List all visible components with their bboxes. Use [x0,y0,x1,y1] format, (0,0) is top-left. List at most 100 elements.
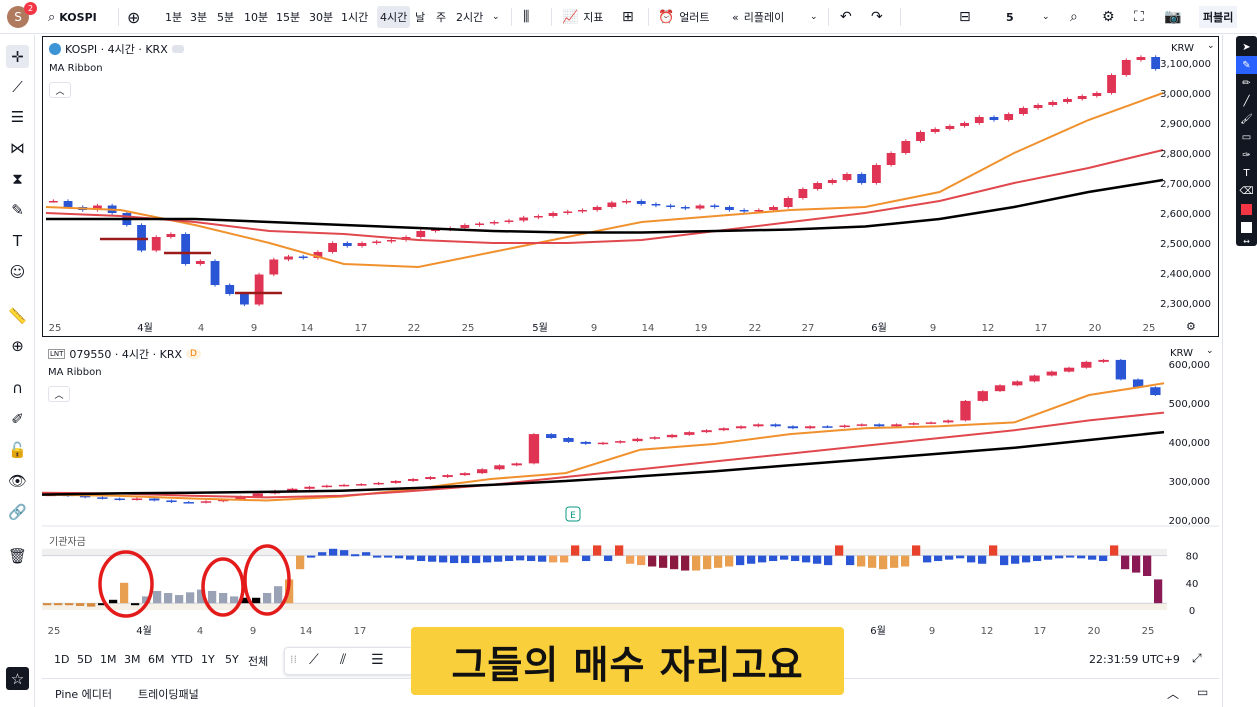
trash-icon[interactable]: 🗑 [6,544,29,567]
expand-icon[interactable]: ↔ [1236,236,1257,246]
kospi-candle [505,221,514,223]
crosshair-icon[interactable]: ✛ [6,45,29,68]
layout-icon[interactable]: ⊟ [959,0,971,34]
interval-7[interactable]: 4시간 [377,6,410,28]
redo-icon[interactable]: ↷ [871,0,883,34]
fib-tool-icon[interactable]: ☰ [371,652,384,668]
layout-count[interactable]: 5 [1006,0,1014,34]
text-icon[interactable]: T [1236,164,1257,182]
rect-icon[interactable]: ▭ [1236,128,1257,146]
quick-search-icon[interactable]: ⌕ [1070,0,1078,34]
oscillator-title: 기관자금 [49,533,86,548]
kospi-candle [460,225,469,228]
kospi-chart-pane[interactable]: 3,100,000 3,000,000 2,900,000 2,800,000 2,70… [42,36,1219,337]
kospi-candle [1122,60,1131,75]
footer-tab-1[interactable]: 트레이딩패널 [138,686,199,702]
range-0[interactable]: 1D [54,653,69,666]
lock-draw-icon[interactable]: ✐ [6,407,29,430]
chevron-down-icon[interactable]: ⌄ [1207,41,1215,51]
range-5[interactable]: YTD [171,653,193,666]
fib-icon[interactable]: ☰ [6,105,29,128]
interval-5[interactable]: 30분 [309,0,333,34]
pane1-x-tick: 9 [251,323,257,334]
chevron-up-icon[interactable]: ︿ [1167,685,1179,702]
interval-0[interactable]: 1분 [165,0,182,34]
interval-2[interactable]: 5분 [217,0,234,34]
collapse-chevron-icon[interactable]: ︿ [49,82,71,98]
stock-candle [978,391,988,401]
range-4[interactable]: 6M [148,653,165,666]
brush-icon[interactable]: ✎ [6,198,29,221]
range-7[interactable]: 5Y [225,653,239,666]
range-8[interactable]: 전체 [248,653,268,669]
pane2-x-tick: 25 [1142,626,1155,637]
stock-chart-pane[interactable]: 600,000 500,000 400,000 300,000 200,000 E 80 40… [42,342,1219,644]
pane1-currency[interactable]: KRW [1171,43,1194,54]
star-icon[interactable]: ☆ [6,667,29,690]
stock-candle [736,426,746,428]
color-white-icon[interactable] [1236,218,1257,236]
interval-10[interactable]: 2시간 [456,0,483,34]
undo-icon[interactable]: ↶ [840,0,852,34]
eraser-icon[interactable]: ⌫ [1236,182,1257,200]
text-icon[interactable]: T [6,229,29,252]
trend-line-icon[interactable]: ⟋ [6,75,29,98]
range-6[interactable]: 1Y [201,653,215,666]
chevron-down-icon[interactable]: ⌄ [1042,0,1050,34]
link-icon[interactable]: 🔗 [6,500,29,523]
drag-handle-icon[interactable]: ⁞⁞ [290,653,297,666]
alerts-button[interactable]: ⏰ 얼러트 [658,0,710,34]
collapse-chevron-icon[interactable]: ︿ [48,386,70,402]
osc-bar [967,556,975,563]
panel-toggle-icon[interactable]: ▭ [1197,685,1208,699]
stock-candle [149,499,159,501]
interval-6[interactable]: 1시간 [341,0,368,34]
range-2[interactable]: 1M [100,653,117,666]
interval-4[interactable]: 15분 [276,0,300,34]
interval-3[interactable]: 10분 [244,0,268,34]
zoom-in-icon[interactable]: ⊕ [6,334,29,357]
camera-icon[interactable]: 📷 [1164,0,1181,34]
line-tool-icon[interactable]: ⟋ [309,652,319,668]
chevron-down-icon[interactable]: ⌄ [492,0,500,34]
interval-1[interactable]: 3분 [190,0,207,34]
color-red-icon[interactable] [1236,200,1257,218]
settings-icon[interactable]: ⚙ [1102,0,1115,34]
range-1[interactable]: 5D [77,653,92,666]
indicators-button[interactable]: 📈 지표 [562,0,603,34]
marker-icon[interactable]: ✏ [1236,74,1257,92]
osc-bar [428,556,436,562]
eye-icon[interactable] [172,45,184,53]
highlighter-icon[interactable]: ✑ [1236,146,1257,164]
channel-tool-icon[interactable]: ⫽ [340,652,346,668]
interval-9[interactable]: 주 [436,0,446,34]
pane2-currency[interactable]: KRW [1170,348,1193,359]
ruler-icon[interactable]: 📏 [6,304,29,327]
replay-button[interactable]: « 리플레이 [732,0,784,34]
footer-tab-0[interactable]: Pine 에디터 [55,686,112,702]
pane1-y-tick: 2,800,000 [1160,149,1211,160]
chevron-down-icon[interactable]: ⌄ [1206,346,1214,356]
magnet-icon[interactable]: ∩ [6,376,29,399]
lock-icon[interactable]: 🔓 [6,438,29,461]
add-symbol-icon[interactable]: ⊕ [127,0,140,34]
line-icon[interactable]: ╱ [1236,92,1257,110]
templates-icon[interactable]: ⊞ [622,0,634,34]
pen-icon[interactable]: ✎ [1236,56,1257,74]
cursor-icon[interactable]: ➤ [1236,38,1257,56]
osc-bar [208,591,216,603]
candle-type-icon[interactable]: ⫼ [523,0,529,34]
fullscreen-icon[interactable]: ⛶ [1134,0,1144,34]
pattern-icon[interactable]: ⋈ [6,136,29,159]
eye-icon[interactable]: 👁 [6,469,29,492]
symbol-search[interactable]: ⌕ KOSPI [48,0,97,34]
emoji-icon[interactable]: ☺ [6,260,29,283]
maximize-icon[interactable]: ⤢ [1192,651,1202,666]
forecast-icon[interactable]: ⧗ [6,167,29,190]
range-3[interactable]: 3M [124,653,141,666]
interval-8[interactable]: 날 [415,0,425,34]
publish-button[interactable]: 퍼블리 [1199,6,1237,28]
chevron-down-icon[interactable]: ⌄ [810,0,818,34]
gear-icon[interactable]: ⚙ [1186,320,1196,333]
brush-icon[interactable]: 🖌 [1236,110,1257,128]
